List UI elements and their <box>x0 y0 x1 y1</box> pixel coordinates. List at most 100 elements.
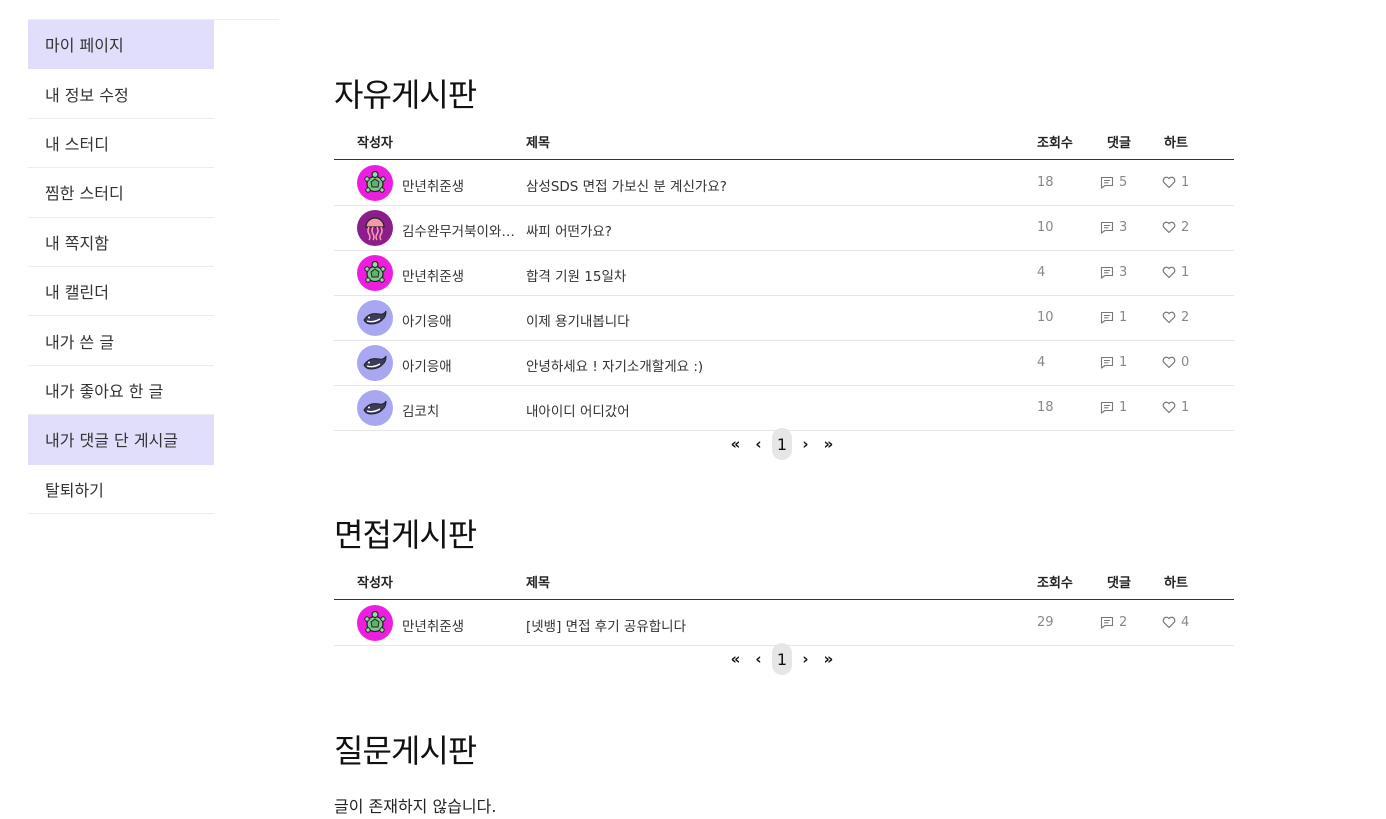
sidebar-item[interactable]: 마이 페이지 <box>28 20 214 70</box>
sidebar-item[interactable]: 내 쪽지함 <box>28 218 214 267</box>
comment-icon <box>1100 401 1114 414</box>
heart-icon <box>1162 616 1176 629</box>
comment-icon <box>1100 221 1114 234</box>
post-comments: 1 <box>1100 355 1127 370</box>
table-row[interactable]: 김코치 내아이디 어디갔어 18 1 1 <box>334 386 1234 431</box>
post-comments: 2 <box>1100 615 1127 630</box>
heart-icon <box>1162 266 1176 279</box>
post-hearts: 1 <box>1162 400 1189 415</box>
col-author: 작성자 <box>357 136 393 151</box>
empty-message: 글이 존재하지 않습니다. <box>334 797 497 816</box>
heart-icon <box>1162 356 1176 369</box>
comment-icon <box>1100 616 1114 629</box>
comment-count: 5 <box>1119 175 1128 190</box>
comment-count: 1 <box>1119 355 1128 370</box>
post-title[interactable]: [넷뱅] 면접 후기 공유합니다 <box>526 619 687 635</box>
post-views: 29 <box>1037 615 1054 630</box>
post-views: 10 <box>1037 220 1054 235</box>
heart-icon <box>1162 401 1176 414</box>
post-author[interactable]: 만년취준생 <box>402 269 465 285</box>
current-page-button[interactable]: 1 <box>772 428 792 460</box>
prev-page-button[interactable]: ‹ <box>755 435 762 453</box>
last-page-button[interactable]: » <box>823 435 834 453</box>
heart-icon <box>1162 221 1176 234</box>
post-hearts: 0 <box>1162 355 1189 370</box>
heart-icon <box>1162 176 1176 189</box>
sidebar: 마이 페이지 내 정보 수정 내 스터디 찜한 스터디 내 쪽지함 내 캘린더 내가 쓴 글… <box>28 20 214 514</box>
whale-avatar <box>357 390 393 426</box>
comment-count: 1 <box>1119 310 1128 325</box>
post-author[interactable]: 만년취준생 <box>402 179 465 195</box>
post-author[interactable]: 김수완무거북이와두루미 <box>402 224 520 240</box>
whale-avatar <box>357 300 393 336</box>
post-hearts: 4 <box>1162 615 1189 630</box>
heart-count: 0 <box>1181 355 1190 370</box>
sidebar-item[interactable]: 탈퇴하기 <box>28 465 214 514</box>
post-author[interactable]: 아기응애 <box>402 359 452 375</box>
first-page-button[interactable]: « <box>730 650 741 668</box>
last-page-button[interactable]: » <box>823 650 834 668</box>
sidebar-item[interactable]: 내 캘린더 <box>28 267 214 317</box>
sidebar-item[interactable]: 내가 댓글 단 게시글 <box>28 415 214 465</box>
post-comments: 3 <box>1100 265 1127 280</box>
whale-avatar <box>357 345 393 381</box>
current-page-button[interactable]: 1 <box>772 643 792 675</box>
col-title: 제목 <box>526 576 550 591</box>
comment-icon <box>1100 176 1114 189</box>
table-row[interactable]: 만년취준생 [넷뱅] 면접 후기 공유합니다 29 2 4 <box>334 601 1234 646</box>
heart-count: 1 <box>1181 265 1190 280</box>
post-title[interactable]: 이제 용기내봅니다 <box>526 314 630 330</box>
comment-icon <box>1100 266 1114 279</box>
col-comments: 댓글 <box>1107 576 1131 591</box>
next-page-button[interactable]: › <box>802 650 809 668</box>
comment-count: 2 <box>1119 615 1128 630</box>
post-views: 4 <box>1037 355 1046 370</box>
table-row[interactable]: 아기응애 이제 용기내봅니다 10 1 2 <box>334 296 1234 341</box>
post-hearts: 2 <box>1162 310 1189 325</box>
turtle-avatar <box>357 165 393 201</box>
comment-icon <box>1100 311 1114 324</box>
post-title[interactable]: 합격 기원 15일차 <box>526 269 627 285</box>
table-row[interactable]: 만년취준생 합격 기원 15일차 4 3 1 <box>334 251 1234 296</box>
post-author[interactable]: 아기응애 <box>402 314 452 330</box>
next-page-button[interactable]: › <box>802 435 809 453</box>
col-comments: 댓글 <box>1107 136 1131 151</box>
first-page-button[interactable]: « <box>730 435 741 453</box>
interview-board-header: 작성자 제목 조회수 댓글 하트 <box>334 560 1234 600</box>
table-row[interactable]: 김수완무거북이와두루미 싸피 어떤가요? 10 3 2 <box>334 206 1234 251</box>
post-title[interactable]: 안녕하세요 ! 자기소개할게요 :) <box>526 359 704 375</box>
turtle-avatar <box>357 605 393 641</box>
post-author[interactable]: 김코치 <box>402 404 440 420</box>
post-title[interactable]: 내아이디 어디갔어 <box>526 404 630 420</box>
heart-count: 2 <box>1181 220 1190 235</box>
sidebar-item[interactable]: 내가 쓴 글 <box>28 316 214 366</box>
comment-icon <box>1100 356 1114 369</box>
sidebar-item[interactable]: 내 정보 수정 <box>28 69 214 119</box>
interview-board-pagination: « ‹ 1 › » <box>724 643 840 675</box>
col-views: 조회수 <box>1037 136 1073 151</box>
prev-page-button[interactable]: ‹ <box>755 650 762 668</box>
comment-count: 1 <box>1119 400 1128 415</box>
post-title[interactable]: 삼성SDS 면접 가보신 분 계신가요? <box>526 179 727 195</box>
post-author[interactable]: 만년취준생 <box>402 619 465 635</box>
question-board-title: 질문게시판 <box>334 732 477 770</box>
post-comments: 5 <box>1100 175 1127 190</box>
col-title: 제목 <box>526 136 550 151</box>
free-board-pagination: « ‹ 1 › » <box>724 428 840 460</box>
jellyfish-avatar <box>357 210 393 246</box>
comment-count: 3 <box>1119 220 1128 235</box>
table-row[interactable]: 만년취준생 삼성SDS 면접 가보신 분 계신가요? 18 5 1 <box>334 161 1234 206</box>
post-comments: 1 <box>1100 400 1127 415</box>
heart-count: 4 <box>1181 615 1190 630</box>
heart-count: 1 <box>1181 400 1190 415</box>
comment-count: 3 <box>1119 265 1128 280</box>
post-views: 18 <box>1037 175 1054 190</box>
sidebar-item[interactable]: 찜한 스터디 <box>28 168 214 218</box>
table-row[interactable]: 아기응애 안녕하세요 ! 자기소개할게요 :) 4 1 0 <box>334 341 1234 386</box>
post-views: 10 <box>1037 310 1054 325</box>
post-title[interactable]: 싸피 어떤가요? <box>526 224 612 240</box>
sidebar-item[interactable]: 내 스터디 <box>28 119 214 169</box>
free-board-header: 작성자 제목 조회수 댓글 하트 <box>334 120 1234 160</box>
sidebar-item[interactable]: 내가 좋아요 한 글 <box>28 366 214 416</box>
post-hearts: 2 <box>1162 220 1189 235</box>
